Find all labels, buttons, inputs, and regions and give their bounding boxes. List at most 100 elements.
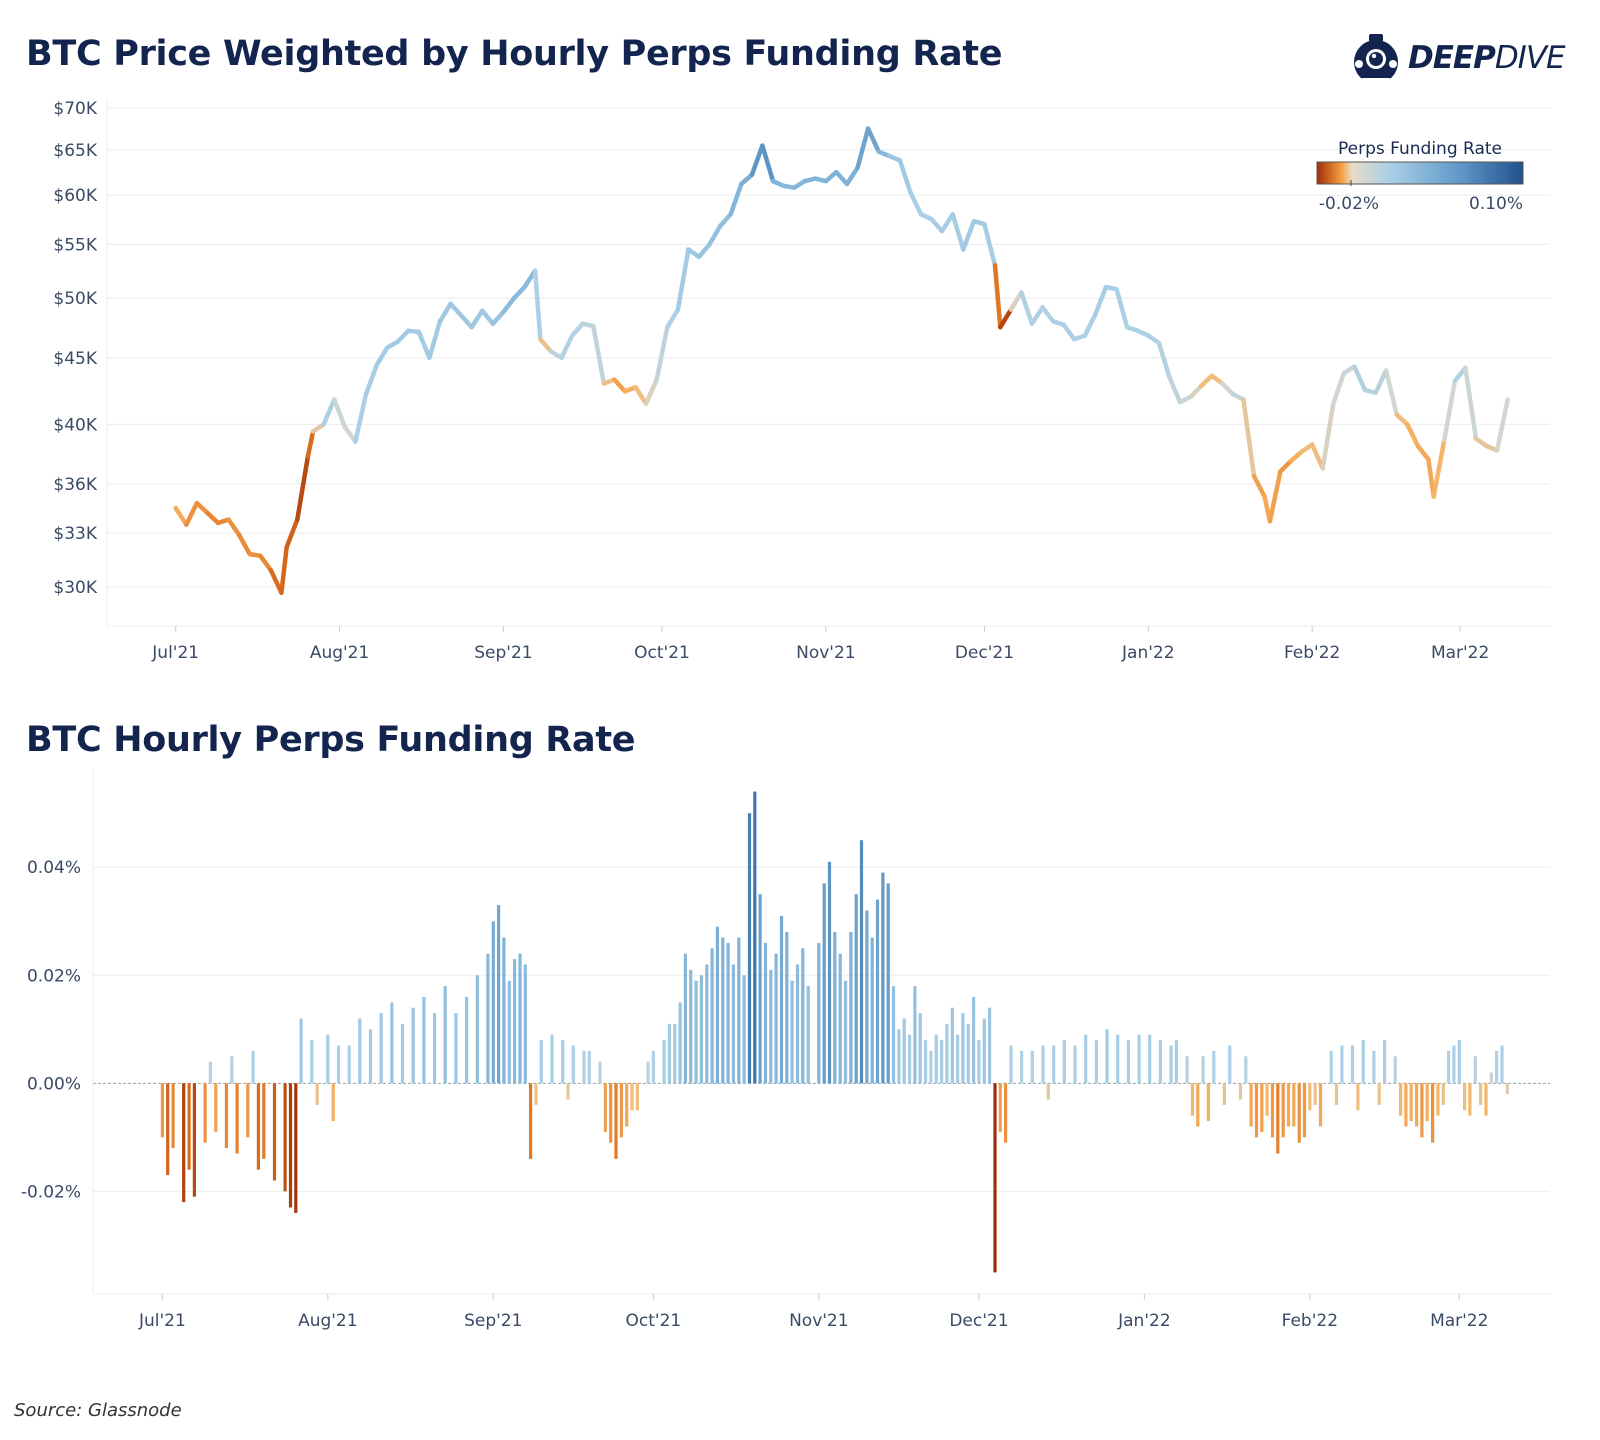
funding-bar [843, 980, 848, 1084]
price-line-segment [353, 391, 369, 444]
price-line-segment [1241, 397, 1257, 479]
price-line-segment [1494, 397, 1510, 453]
funding-rate-legend: Perps Funding Rate -0.02% 0.10% [1316, 139, 1524, 214]
funding-bar [1206, 1083, 1210, 1122]
funding-bar [1238, 1083, 1243, 1100]
price-line-segment [448, 301, 464, 318]
funding-bar [1009, 1045, 1013, 1084]
price-line-segment [591, 323, 607, 386]
funding-gridlines [92, 770, 1550, 1295]
price-line-segment [480, 308, 496, 326]
funding-bar [956, 1034, 960, 1084]
funding-bar [256, 1083, 260, 1170]
funding-bar [801, 948, 805, 1084]
funding-y-tick-label: 0.04% [27, 858, 81, 878]
price-line-segment [739, 172, 755, 187]
funding-x-tick-label: Jan'22 [1117, 1311, 1171, 1331]
diver-helmet-icon [1354, 34, 1398, 84]
funding-bar [336, 1045, 341, 1084]
funding-bar [491, 921, 495, 1084]
price-line-segment [538, 337, 554, 354]
price-line-segment [1267, 469, 1283, 524]
funding-bar [598, 1061, 602, 1084]
price-line-segment [236, 532, 252, 557]
funding-bar [208, 1061, 212, 1084]
funding-bar [310, 1040, 314, 1084]
funding-bar [1361, 1040, 1365, 1084]
funding-x-tick-label: Jul'21 [138, 1311, 186, 1331]
price-x-tick-label: Jan'22 [1121, 643, 1175, 663]
funding-bar [1286, 1083, 1291, 1127]
price-line-segment [416, 329, 432, 361]
funding-bar [358, 1018, 362, 1084]
price-line-segment [569, 321, 585, 338]
funding-bar [1473, 1056, 1477, 1084]
funding-bar [187, 1083, 191, 1170]
funding-bar [283, 1083, 287, 1192]
funding-bar [422, 996, 426, 1084]
source-note: Source: Glassnode [14, 1400, 182, 1421]
price-line-segment [279, 544, 289, 595]
funding-bar [689, 969, 693, 1084]
funding-bar [619, 1083, 623, 1138]
funding-bar [1463, 1083, 1467, 1111]
funding-bar [1185, 1056, 1189, 1084]
funding-bar [678, 1002, 682, 1084]
price-line-segment [1040, 305, 1056, 324]
funding-bar [1292, 1083, 1296, 1127]
funding-bar [1340, 1045, 1344, 1084]
price-line-segment [295, 454, 311, 522]
funding-bar [667, 1023, 671, 1084]
funding-bar [950, 1007, 954, 1084]
funding-bar [635, 1083, 639, 1111]
price-line-segment [501, 295, 517, 315]
funding-bar [571, 1045, 575, 1084]
funding-bar [998, 1083, 1002, 1132]
funding-chart-title: BTC Hourly Perps Funding Rate [26, 720, 636, 760]
funding-bar [731, 964, 735, 1084]
funding-bar [1431, 1083, 1435, 1143]
price-line-segment [395, 328, 411, 344]
price-line-segment [437, 301, 453, 324]
funding-bar [886, 883, 890, 1084]
funding-bar [1457, 1040, 1461, 1084]
funding-bar [529, 1083, 533, 1159]
funding-bar [1201, 1056, 1205, 1084]
funding-bar [454, 1013, 458, 1084]
price-line-segment [760, 143, 776, 184]
price-line-segment [865, 126, 881, 154]
funding-x-tick-label: Mar'22 [1430, 1311, 1488, 1331]
funding-bar [368, 1029, 373, 1084]
price-line-segment [1188, 383, 1204, 400]
funding-bar [1399, 1083, 1403, 1116]
price-y-tick-label: $40K [53, 415, 97, 435]
funding-bar [1116, 1034, 1120, 1084]
funding-bar [1313, 1083, 1317, 1105]
funding-bar [1052, 1045, 1056, 1084]
funding-bar [1441, 1083, 1445, 1105]
funding-x-tick-label: Feb'22 [1282, 1311, 1338, 1331]
funding-bar [1308, 1083, 1312, 1111]
funding-bar [715, 926, 719, 1084]
funding-bar [934, 1034, 938, 1084]
price-line-segment [305, 429, 316, 459]
price-line-segment [184, 500, 200, 527]
funding-bar [1356, 1083, 1360, 1111]
funding-bar [1500, 1045, 1504, 1084]
price-line-segment [643, 377, 659, 406]
funding-bar [1196, 1083, 1200, 1127]
funding-bar [1452, 1045, 1456, 1084]
funding-bar [534, 1083, 538, 1105]
price-line-segment [1320, 401, 1336, 471]
funding-x-tick-label: Aug'21 [298, 1311, 358, 1331]
funding-bar [822, 883, 826, 1084]
funding-bar [1174, 1040, 1178, 1084]
funding-bar [1212, 1050, 1216, 1084]
price-line-segment [284, 517, 300, 550]
funding-bar [1148, 1034, 1152, 1084]
funding-bar [603, 1083, 607, 1132]
price-line-segment [992, 263, 1003, 330]
price-line-segment [258, 553, 274, 573]
funding-bar [769, 969, 773, 1084]
funding-bar [203, 1083, 207, 1143]
